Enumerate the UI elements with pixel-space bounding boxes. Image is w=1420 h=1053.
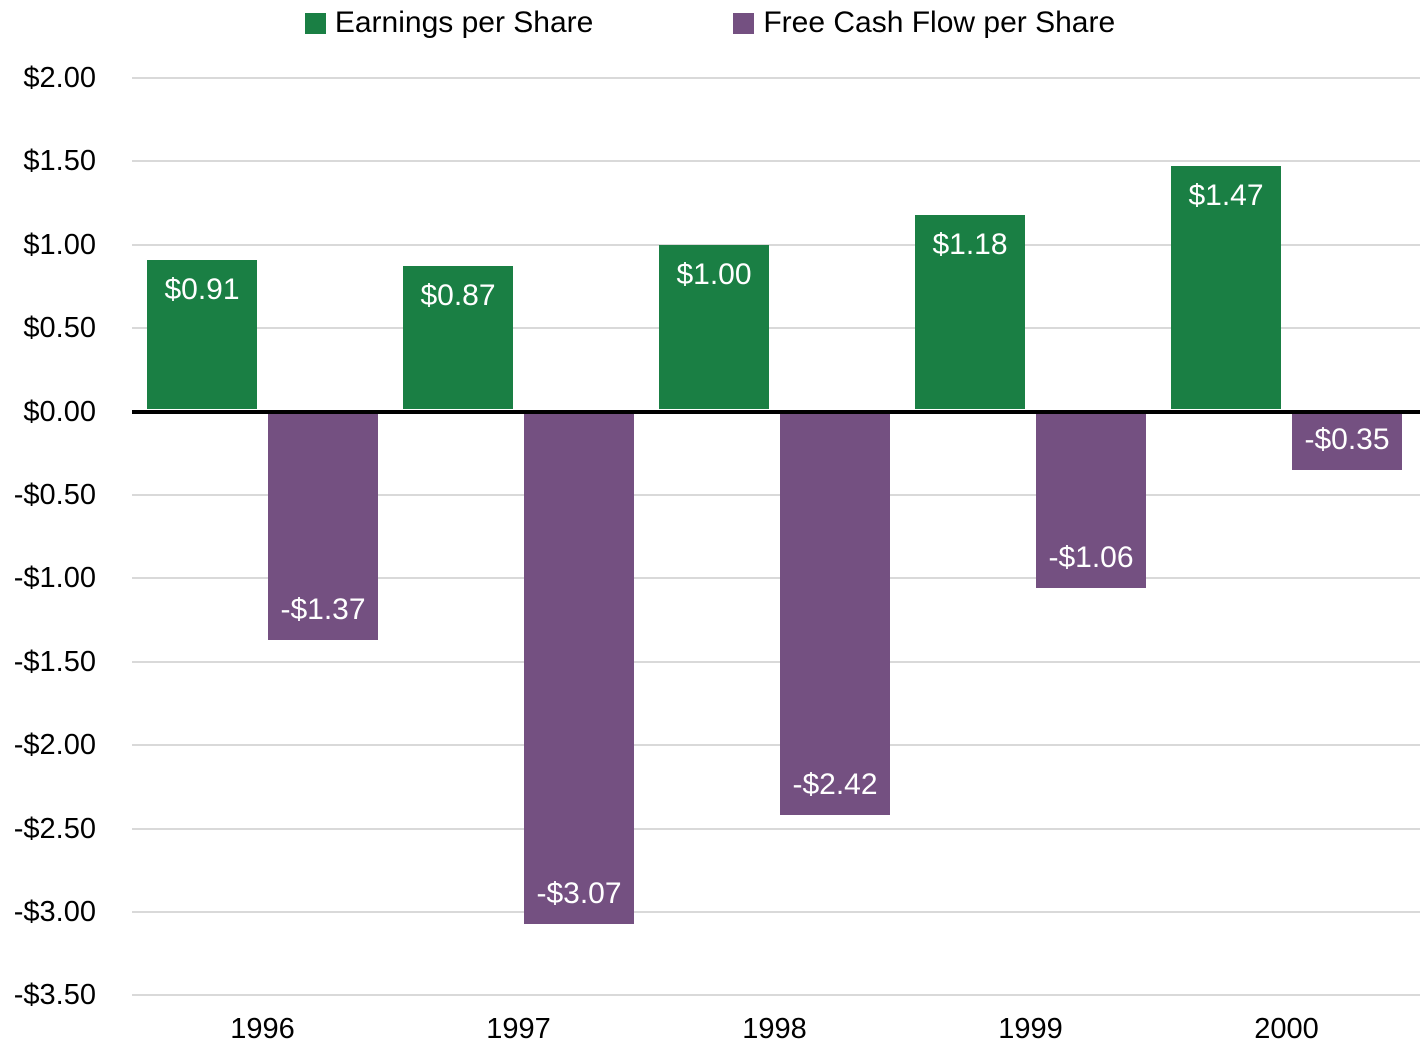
gridline bbox=[132, 160, 1420, 163]
gridline bbox=[132, 827, 1420, 830]
bar-fcf-2000 bbox=[1292, 413, 1402, 470]
legend-label-free-cash-flow: Free Cash Flow per Share bbox=[763, 6, 1116, 39]
legend-label-earnings-per-share: Earnings per Share bbox=[334, 6, 594, 39]
y-axis-tick-label: -$2.50 bbox=[13, 812, 96, 845]
bar-fcf-1998 bbox=[780, 413, 890, 816]
gridline bbox=[132, 910, 1420, 913]
chart-legend: Earnings per Share Free Cash Flow per Sh… bbox=[0, 6, 1420, 40]
x-axis-tick-label: 1999 bbox=[998, 1013, 1063, 1045]
x-axis-tick-label: 1997 bbox=[486, 1013, 551, 1045]
y-axis-tick-label: $0.00 bbox=[23, 395, 96, 428]
gridline bbox=[132, 994, 1420, 997]
bar-data-label: -$2.42 bbox=[792, 768, 878, 802]
y-axis-tick-label: $2.00 bbox=[23, 61, 96, 94]
legend-item-free-cash-flow: Free Cash Flow per Share bbox=[733, 6, 1115, 40]
bar-eps-2000 bbox=[1171, 166, 1281, 410]
legend-item-earnings-per-share: Earnings per Share bbox=[304, 6, 594, 40]
y-axis-tick-label: -$1.50 bbox=[13, 645, 96, 678]
y-axis-tick-label: -$3.00 bbox=[13, 895, 96, 928]
bar-data-label: -$1.37 bbox=[280, 593, 366, 627]
x-axis-tick-label: 1996 bbox=[230, 1013, 295, 1045]
x-axis-tick-label: 2000 bbox=[1254, 1013, 1319, 1045]
gridline bbox=[132, 660, 1420, 663]
bar-eps-1999 bbox=[915, 214, 1025, 410]
y-axis-tick-label: -$3.50 bbox=[13, 979, 96, 1012]
bar-data-label: -$0.35 bbox=[1304, 422, 1390, 456]
bar-data-label: -$3.07 bbox=[536, 876, 622, 910]
bar-data-label: $1.00 bbox=[676, 257, 752, 291]
bar-data-label: -$1.06 bbox=[1048, 541, 1134, 575]
bar-data-label: $0.91 bbox=[164, 272, 240, 306]
bar-data-label: $1.18 bbox=[932, 227, 1008, 261]
y-axis-tick-label: $1.00 bbox=[23, 228, 96, 261]
bar-fcf-1997 bbox=[524, 413, 634, 924]
bar-data-label: $0.87 bbox=[420, 279, 496, 313]
bar-eps-1998 bbox=[659, 244, 769, 410]
bar-eps-1997 bbox=[403, 266, 513, 410]
gridline bbox=[132, 327, 1420, 330]
y-axis-tick-label: $0.50 bbox=[23, 312, 96, 345]
legend-swatch-earnings-icon bbox=[304, 12, 326, 34]
bar-fcf-1999 bbox=[1036, 413, 1146, 589]
y-axis-tick-label: -$0.50 bbox=[13, 478, 96, 511]
bar-fcf-1996 bbox=[268, 413, 378, 641]
gridline bbox=[132, 243, 1420, 246]
gridline bbox=[132, 76, 1420, 79]
x-axis-tick-label: 1998 bbox=[742, 1013, 807, 1045]
bar-eps-1996 bbox=[147, 259, 257, 410]
zero-axis-line bbox=[132, 409, 1420, 414]
y-axis-tick-label: -$2.00 bbox=[13, 729, 96, 762]
gridline bbox=[132, 577, 1420, 580]
y-axis-tick-label: $1.50 bbox=[23, 145, 96, 178]
legend-swatch-free-cash-flow-icon bbox=[733, 12, 755, 34]
gridline bbox=[132, 493, 1420, 496]
y-axis-tick-label: -$1.00 bbox=[13, 562, 96, 595]
gridline bbox=[132, 744, 1420, 747]
bar-data-label: $1.47 bbox=[1188, 179, 1264, 213]
